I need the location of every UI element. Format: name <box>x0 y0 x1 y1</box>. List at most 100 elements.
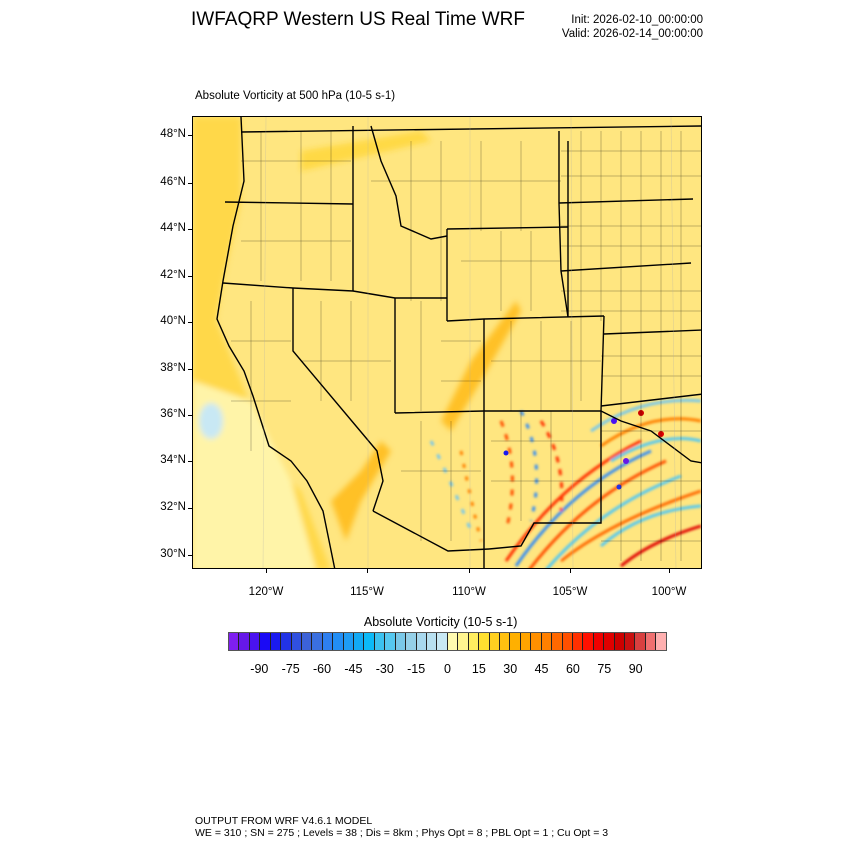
lat-tick <box>188 461 192 462</box>
colorbar <box>228 632 667 651</box>
lat-label: 48°N <box>160 128 186 140</box>
lon-tick <box>669 569 670 573</box>
colorbar-box <box>343 633 355 650</box>
colorbar-box <box>374 633 386 650</box>
colorbar-label: 90 <box>628 662 643 676</box>
colorbar-box <box>447 633 459 650</box>
model-info-footer: OUTPUT FROM WRF V4.6.1 MODEL WE = 310 ; … <box>195 815 608 839</box>
colorbar-label: -30 <box>375 662 394 676</box>
vort-maxima <box>503 410 664 490</box>
colorbar-box <box>572 633 584 650</box>
colorbar-box <box>301 633 313 650</box>
colorbar-box <box>552 633 563 650</box>
lat-tick <box>188 276 192 277</box>
colorbar-box <box>385 633 396 650</box>
lat-label: 34°N <box>160 454 186 466</box>
lon-label: 105°W <box>552 586 588 598</box>
colorbar-box <box>645 633 657 650</box>
colorbar-box <box>270 633 282 650</box>
colorbar-box <box>510 633 521 650</box>
lat-label: 40°N <box>160 315 186 327</box>
lon-tick <box>469 569 470 573</box>
colorbar-label: -45 <box>344 662 363 676</box>
footer-line-2: WE = 310 ; SN = 275 ; Levels = 38 ; Dis … <box>195 827 609 839</box>
colorbar-box <box>499 633 511 650</box>
colorbar-box <box>260 633 271 650</box>
colorbar-box <box>468 633 480 650</box>
lat-tick <box>188 415 192 416</box>
time-info: Init: 2026-02-10_00:00:00 Valid: 2026-02… <box>562 13 703 41</box>
colorbar-box <box>249 633 261 650</box>
colorbar-box <box>625 633 636 650</box>
lon-label: 115°W <box>350 586 384 598</box>
lat-tick <box>188 135 192 136</box>
field-subtitle: Absolute Vorticity at 500 hPa (10-5 s-1) <box>195 90 396 102</box>
colorbar-label: -60 <box>313 662 332 676</box>
colorbar-label: 75 <box>597 662 612 676</box>
colorbar-box <box>427 633 438 650</box>
colorbar-box <box>281 633 292 650</box>
lat-label: 30°N <box>160 548 186 560</box>
colorbar-box <box>489 633 500 650</box>
lon-tick <box>367 569 368 573</box>
colorbar-label: -75 <box>281 662 300 676</box>
colorbar-box <box>593 633 605 650</box>
state-borders <box>216 117 701 568</box>
colorbar-box <box>395 633 407 650</box>
valid-time: Valid: 2026-02-14_00:00:00 <box>561 28 703 40</box>
field-shading <box>193 117 521 568</box>
field-waves <box>429 398 701 568</box>
lon-tick <box>570 569 571 573</box>
colorbar-box <box>239 633 250 650</box>
colorbar-box <box>364 633 375 650</box>
vorticity-map <box>192 116 702 569</box>
colorbar-box <box>333 633 344 650</box>
colorbar-box <box>291 633 302 650</box>
colorbar-box <box>562 633 573 650</box>
lat-tick <box>188 183 192 184</box>
colorbar-label: 0 <box>444 662 451 676</box>
lat-label: 32°N <box>160 501 186 513</box>
lat-tick <box>188 229 192 230</box>
colorbar-box <box>322 633 334 650</box>
colorbar-box <box>520 633 532 650</box>
county-grid <box>231 131 701 561</box>
lat-tick <box>188 369 192 370</box>
colorbar-label: 15 <box>471 662 486 676</box>
colorbar-box <box>458 633 469 650</box>
colorbar-box <box>541 633 553 650</box>
colorbar-box <box>656 633 666 650</box>
colorbar-box <box>416 633 428 650</box>
colorbar-box <box>614 633 626 650</box>
lon-label: 100°W <box>651 586 687 598</box>
lon-tick <box>266 569 267 573</box>
lat-label: 44°N <box>160 222 186 234</box>
lat-tick <box>188 322 192 323</box>
lat-tick <box>188 508 192 509</box>
colorbar-box <box>604 633 615 650</box>
colorbar-label: 45 <box>534 662 549 676</box>
colorbar-label: -90 <box>250 662 269 676</box>
lat-label: 42°N <box>160 269 186 281</box>
map-svg <box>193 117 701 568</box>
colorbar-box <box>531 633 542 650</box>
colorbar-box <box>479 633 490 650</box>
colorbar-box <box>354 633 365 650</box>
lat-label: 36°N <box>160 408 186 420</box>
lat-tick <box>188 555 192 556</box>
colorbar-box <box>635 633 646 650</box>
colorbar-box <box>437 633 448 650</box>
colorbar-box <box>406 633 417 650</box>
plot-title: IWFAQRP Western US Real Time WRF <box>191 9 525 30</box>
colorbar-title: Absolute Vorticity (10-5 s-1) <box>363 615 518 629</box>
init-time: Init: 2026-02-10_00:00:00 <box>571 14 703 26</box>
colorbar-box <box>312 633 323 650</box>
colorbar-box <box>583 633 594 650</box>
pacific-coastline <box>216 117 336 568</box>
lon-label: 120°W <box>248 586 284 598</box>
colorbar-box <box>229 633 240 650</box>
footer-line-1: OUTPUT FROM WRF V4.6.1 MODEL <box>195 815 373 827</box>
colorbar-label: -15 <box>407 662 426 676</box>
graticule <box>262 117 677 568</box>
colorbar-label: 60 <box>565 662 580 676</box>
